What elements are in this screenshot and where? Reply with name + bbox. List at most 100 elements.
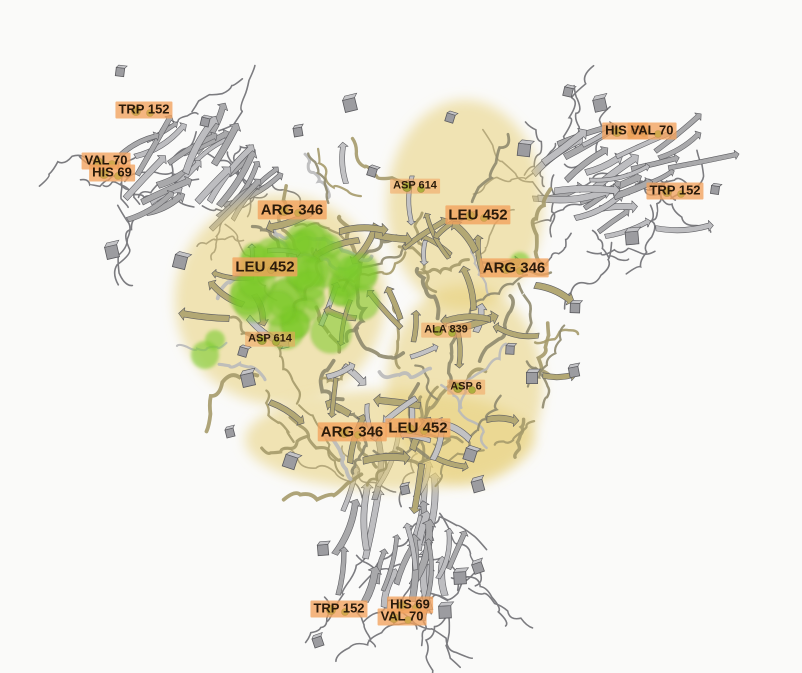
helix-coil (533, 328, 580, 345)
helix-coil (414, 364, 439, 401)
helix-coil (470, 132, 511, 204)
beta-strand (446, 530, 469, 571)
glycan-cube (292, 123, 304, 138)
coil-loop (191, 78, 244, 113)
glycan-cube (114, 64, 128, 78)
glycan-cube (366, 164, 381, 178)
glycan-cube (237, 344, 252, 358)
glycan-cube (199, 114, 214, 128)
helix-coil (513, 417, 526, 459)
green-blob (310, 312, 352, 354)
beta-strand (612, 177, 653, 201)
glycan-cube (505, 342, 518, 355)
helix-coil (525, 360, 551, 409)
core-strand (458, 265, 477, 312)
label-ala839: ALA 839 (421, 322, 471, 338)
helix-coil (477, 293, 515, 364)
glycan-cube (567, 362, 581, 379)
helix-coil (493, 419, 536, 446)
core-strand (267, 399, 305, 426)
core-strand (338, 223, 389, 237)
core-strand (325, 361, 356, 380)
glycan-cubes (103, 64, 723, 649)
coil-loop (468, 587, 534, 629)
glycan-cube (103, 239, 120, 260)
label-asp614-b: ASP 614 (390, 178, 440, 194)
label-asp614-c: ASP 6 (447, 379, 485, 395)
glycan-cube (592, 93, 608, 113)
beta-strand (402, 522, 419, 571)
beta-strand (126, 190, 175, 223)
glycan-cube (462, 445, 482, 463)
coil-loop (102, 181, 141, 205)
helix-coil (440, 383, 488, 450)
core-strand (401, 216, 448, 251)
core-strand (423, 212, 452, 260)
helix-coil (260, 435, 308, 455)
glycan-cube (516, 139, 535, 158)
glycan-cube (224, 424, 236, 439)
core-strand (419, 239, 429, 266)
helix-coil (306, 152, 330, 205)
core-strand (347, 414, 368, 465)
coil-loop (563, 241, 613, 310)
glycan-cube (452, 567, 470, 585)
helix-coil (274, 342, 302, 405)
glycan-cube (316, 540, 331, 557)
beta-strand (361, 565, 382, 603)
label-arg346-a: ARG 346 (257, 200, 327, 220)
label-arg346-c: ARG 346 (317, 422, 387, 442)
beta-strand (331, 498, 362, 556)
core-strand (410, 310, 422, 343)
glycan-cube (444, 110, 459, 124)
coil-loop (116, 204, 134, 287)
beta-strand (211, 122, 242, 167)
core-strand (409, 343, 439, 360)
coil-loop (549, 174, 556, 238)
beta-strand (657, 130, 702, 161)
core-strand (454, 330, 465, 369)
helix-coil (530, 187, 553, 267)
glycan-cube (562, 84, 577, 98)
green-blob (205, 330, 225, 350)
core-strand (383, 286, 404, 321)
core-strand (337, 141, 349, 184)
coil-loop (424, 615, 448, 673)
helix-coil (417, 258, 470, 275)
glycan-cube (311, 632, 325, 649)
label-leu452-a: LEU 452 (232, 257, 298, 277)
coil-loop (625, 204, 656, 275)
label-asp614-a: ASP 614 (245, 331, 295, 347)
beta-strand (604, 217, 651, 239)
green-blob (329, 286, 350, 306)
glycan-cube (470, 474, 486, 494)
helix-coil (414, 266, 441, 321)
beta-strand (554, 183, 621, 198)
helix-coil (354, 326, 406, 360)
beta-strand (540, 128, 587, 166)
helix-coil (454, 273, 529, 321)
label-trp152-a: TRP 152 (115, 101, 173, 119)
glycan-cube (709, 182, 723, 196)
core-strand (486, 414, 520, 427)
glycan-cube (569, 299, 584, 314)
core-strand (362, 450, 411, 465)
helix-coil (264, 389, 295, 444)
helix-coil (413, 211, 426, 251)
label-trp152-b: TRP 152 (646, 182, 704, 200)
beta-strand (435, 555, 450, 596)
core-strand (451, 221, 479, 254)
green-blob (318, 234, 342, 258)
beta-strand (564, 146, 609, 183)
beta-strand (667, 149, 740, 171)
beta-strand (122, 155, 167, 201)
beta-strand (588, 162, 651, 183)
label-leu452-c: LEU 452 (385, 418, 451, 438)
green-blob (260, 290, 296, 326)
beta-strand (194, 166, 232, 205)
helix-coil (517, 282, 533, 334)
coil-loop (591, 229, 630, 262)
glycan-cube (399, 481, 411, 496)
